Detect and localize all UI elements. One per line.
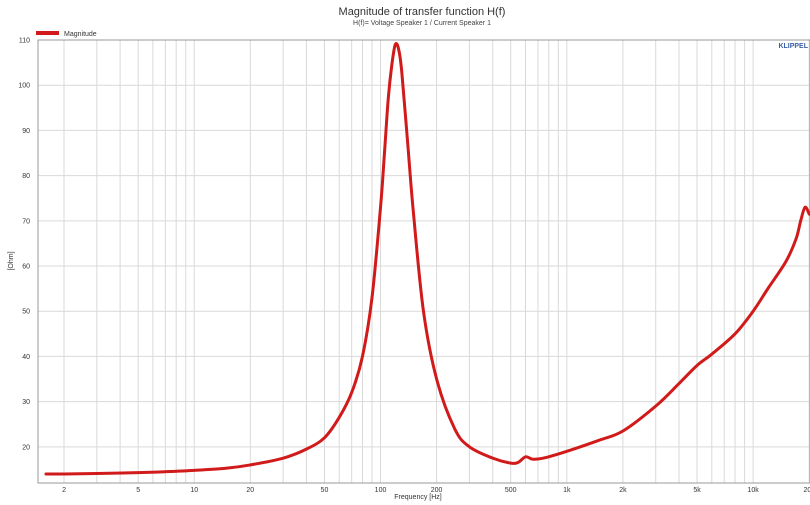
data-point (565, 450, 568, 453)
data-point (752, 310, 755, 313)
x-tick-label: 1k (563, 487, 571, 494)
x-tick-label: 50 (321, 487, 329, 494)
y-tick-label: 90 (22, 128, 30, 135)
x-tick-labels: 2 5 10 20 50 100 200 500 1k 2k 5k 10k 20k (62, 487, 810, 494)
data-point (387, 97, 390, 100)
data-point (193, 469, 196, 472)
x-tick-label: 2 (62, 487, 66, 494)
data-point (400, 70, 403, 73)
data-point (249, 464, 252, 467)
data-point (785, 260, 788, 263)
data-point (394, 43, 397, 46)
data-point (390, 63, 393, 66)
data-point (435, 378, 438, 381)
data-point (282, 457, 285, 460)
y-tick-label: 80 (22, 173, 30, 180)
x-tick-label: 20 (246, 487, 254, 494)
data-point (622, 430, 625, 433)
y-tick-label: 50 (22, 309, 30, 316)
y-tick-label: 30 (22, 399, 30, 406)
data-points (45, 43, 810, 475)
data-point (517, 461, 520, 464)
x-tick-label: 20k (804, 487, 810, 494)
data-point (696, 364, 699, 367)
data-point (226, 467, 229, 470)
magnitude-series-line (44, 41, 810, 476)
data-point (678, 382, 681, 385)
data-point (422, 310, 425, 313)
data-point (350, 391, 353, 394)
data-point (537, 458, 540, 461)
data-point (766, 287, 769, 290)
data-point (323, 436, 326, 439)
data-point (371, 296, 374, 299)
data-point (379, 206, 382, 209)
data-point (795, 238, 798, 241)
x-tick-label: 10k (747, 487, 759, 494)
data-point (804, 206, 807, 209)
data-point (137, 471, 140, 474)
y-tick-label: 100 (18, 83, 30, 90)
data-point (524, 455, 527, 458)
y-tick-label: 40 (22, 354, 30, 361)
data-point (95, 472, 98, 475)
plot-frame (37, 39, 810, 484)
data-point (383, 152, 386, 155)
data-point (164, 470, 167, 473)
y-tick-label: 110 (19, 38, 30, 45)
data-point (338, 416, 341, 419)
data-point (412, 210, 415, 213)
x-tick-label: 200 (431, 487, 443, 494)
y-tick-label: 20 (22, 444, 30, 451)
x-tick-label: 2k (619, 487, 627, 494)
grid (38, 39, 810, 483)
x-tick-label: 100 (375, 487, 387, 494)
x-axis-label: Frequency [Hz] (394, 494, 442, 501)
x-tick-label: 500 (505, 487, 517, 494)
data-point (799, 219, 802, 222)
data-point (547, 455, 550, 458)
data-point (397, 48, 400, 51)
legend-swatch (36, 31, 59, 35)
brand-label: KLIPPEL (778, 43, 808, 50)
x-tick-label: 10 (190, 487, 198, 494)
data-point (406, 143, 409, 146)
data-point (63, 473, 66, 476)
data-point (509, 462, 512, 465)
y-tick-label: 60 (22, 264, 30, 271)
data-point (305, 448, 308, 451)
data-point (453, 427, 456, 430)
chart-subtitle: H(f)= Voltage Speaker 1 / Current Speake… (353, 20, 491, 27)
chart-title: Magnitude of transfer function H(f) (339, 6, 506, 18)
data-point (710, 353, 713, 356)
data-point (468, 445, 471, 448)
y-tick-label: 70 (22, 218, 30, 225)
data-point (361, 355, 364, 358)
y-tick-labels: 20 30 40 50 60 70 80 90 100 110 (18, 38, 30, 452)
data-point (491, 457, 494, 460)
data-point (45, 473, 48, 476)
data-point (598, 439, 601, 442)
data-point (531, 458, 534, 461)
legend-label: Magnitude (64, 31, 97, 38)
legend: Magnitude (36, 31, 97, 38)
x-tick-label: 5k (693, 487, 701, 494)
data-point (654, 405, 657, 408)
data-point (734, 332, 737, 335)
x-tick-label: 5 (136, 487, 140, 494)
y-axis-label: [Ohm] (8, 251, 15, 270)
